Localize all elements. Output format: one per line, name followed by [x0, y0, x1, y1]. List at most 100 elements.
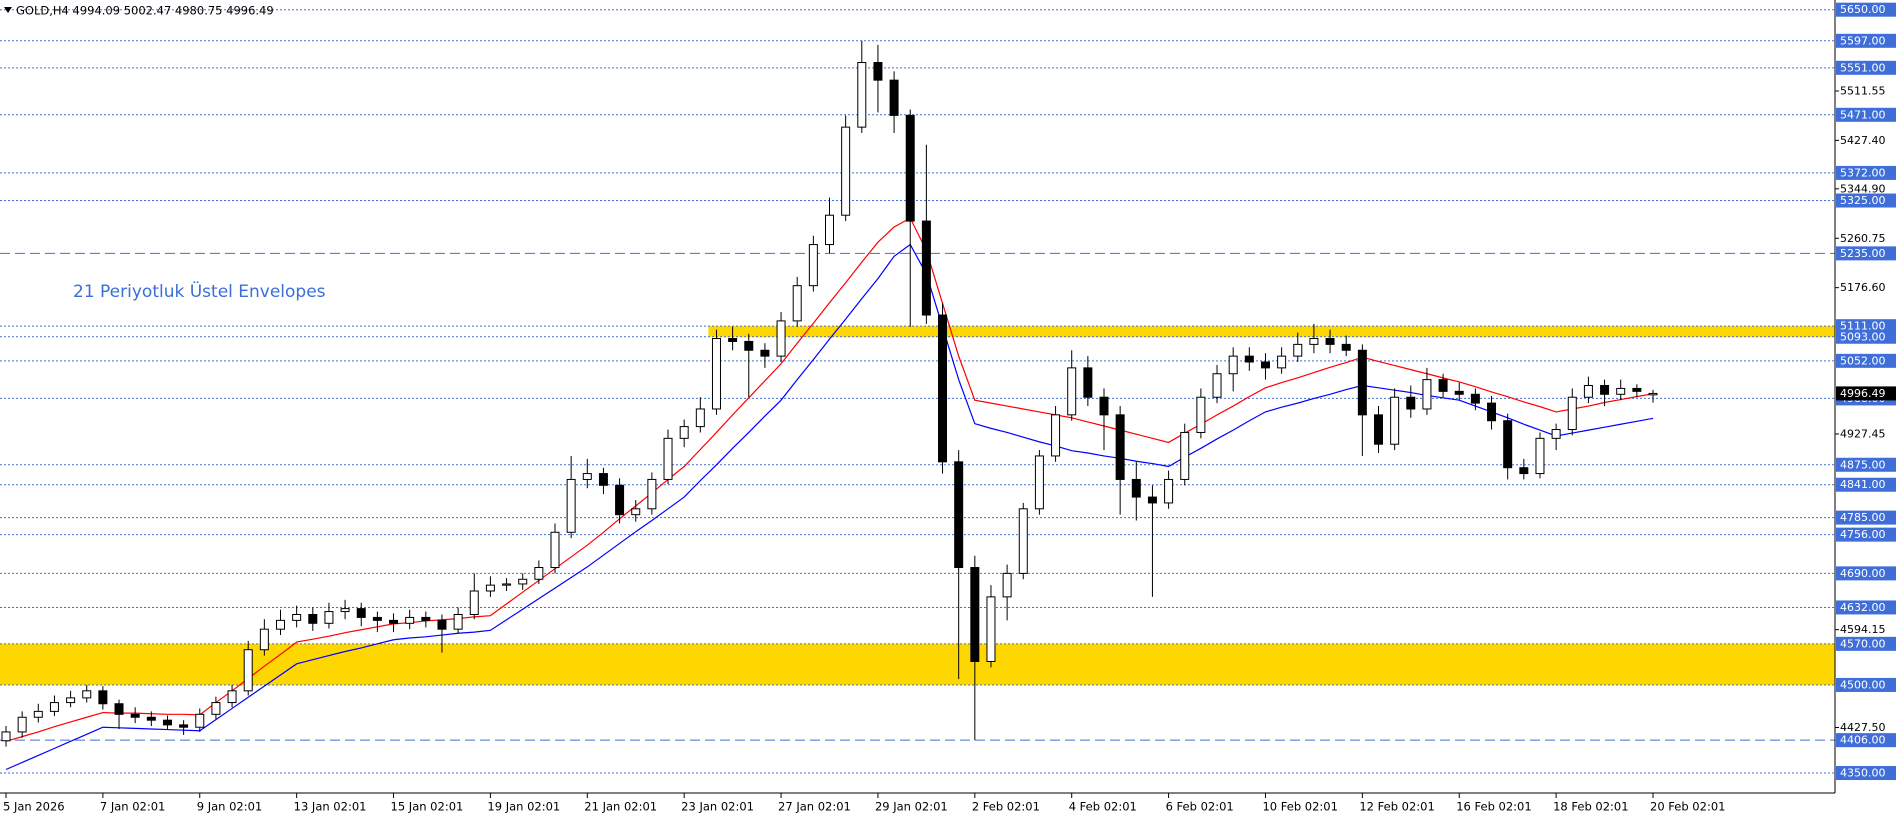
candle-body	[1341, 343, 1351, 351]
candle-body	[1535, 437, 1545, 475]
candle-body	[631, 508, 641, 516]
annotation: 21 Periyotluk Üstel Envelopes	[73, 280, 326, 302]
candle-body	[711, 338, 721, 410]
candle-body	[986, 596, 996, 662]
x-tick-label: 2 Feb 02:01	[972, 800, 1040, 814]
candle-body	[550, 531, 560, 569]
candle-body	[857, 62, 867, 128]
candle-body	[566, 478, 576, 533]
candle-body	[1260, 361, 1270, 369]
candle-body	[744, 340, 754, 351]
level-label: 4500.00	[1840, 678, 1886, 691]
candle-body	[776, 320, 786, 357]
x-tick-label: 7 Jan 02:01	[100, 800, 166, 814]
candle-body	[1503, 420, 1513, 469]
candle-body	[1196, 396, 1206, 433]
candle-body	[1212, 373, 1222, 398]
level-label-box	[1836, 566, 1896, 581]
candle-body	[582, 473, 592, 480]
candle-body	[728, 338, 738, 342]
level-label: 5111.00	[1840, 320, 1886, 333]
candle-body	[1390, 396, 1400, 445]
candle-body	[1115, 414, 1125, 480]
candle-body	[792, 285, 802, 322]
x-tick-label: 15 Jan 02:01	[391, 800, 464, 814]
level-label-box	[1836, 2, 1896, 17]
candle-body	[405, 616, 415, 624]
y-tick-label: 4927.45	[1840, 427, 1886, 440]
level-label: 4875.00	[1840, 458, 1886, 471]
x-tick-label: 4 Feb 02:01	[1069, 800, 1137, 814]
candles	[1, 40, 1658, 747]
candle-body	[1551, 429, 1561, 439]
candle-body	[1277, 355, 1287, 369]
candle-body	[98, 690, 108, 705]
candle-body	[292, 613, 302, 621]
candle-body	[1374, 414, 1383, 445]
zone	[0, 643, 1835, 685]
candle-body	[502, 583, 512, 586]
level-label-box	[1836, 60, 1896, 75]
zone	[708, 326, 1836, 337]
candle-body	[1034, 455, 1044, 510]
level-label-box	[1836, 677, 1896, 692]
candle-body	[1406, 396, 1416, 410]
candle-body	[1600, 384, 1610, 395]
candle-body	[1438, 379, 1448, 392]
candle-body	[130, 713, 140, 718]
candle-body	[808, 244, 818, 287]
candle-body	[1583, 384, 1593, 398]
candle-body	[389, 619, 399, 624]
candle-body	[841, 126, 851, 216]
x-tick-label: 18 Feb 02:01	[1553, 800, 1628, 814]
candle-body	[760, 349, 770, 357]
level-label: 4350.00	[1840, 767, 1886, 780]
candle-body	[1, 731, 11, 742]
candle-body	[372, 616, 382, 621]
candle-body	[179, 724, 189, 728]
zones	[0, 326, 1836, 685]
candle-body	[1309, 338, 1319, 345]
candle-body	[679, 426, 689, 439]
candle-body	[17, 716, 27, 733]
candle-body	[485, 584, 495, 592]
level-label: 5650.00	[1840, 3, 1886, 16]
candle-body	[421, 616, 431, 621]
level-label: 5325.00	[1840, 194, 1886, 207]
candle-body	[308, 613, 318, 624]
candle-body	[1519, 467, 1529, 475]
candle-body	[534, 567, 544, 580]
candle-body	[146, 716, 156, 721]
candle-body	[276, 619, 285, 630]
candle-body	[1228, 355, 1238, 375]
candle-body	[1067, 367, 1077, 416]
x-tick-label: 19 Jan 02:01	[487, 800, 560, 814]
level-label: 4406.00	[1840, 734, 1886, 747]
candle-body	[324, 611, 334, 624]
candle-body	[1018, 508, 1028, 574]
candle-body	[1632, 387, 1642, 392]
level-label-box	[1836, 193, 1896, 208]
candle-body	[1470, 393, 1480, 404]
candle-body	[356, 608, 366, 618]
y-tick-label: 4594.15	[1840, 623, 1886, 636]
candle-body	[227, 690, 237, 704]
candle-body	[1616, 387, 1626, 395]
level-label-box	[1836, 329, 1896, 344]
x-tick-label: 10 Feb 02:01	[1262, 800, 1337, 814]
level-label: 5597.00	[1840, 34, 1886, 47]
candle-body	[663, 437, 673, 480]
candle-body	[1422, 379, 1432, 410]
candle-body	[889, 79, 899, 116]
x-tick-label: 16 Feb 02:01	[1456, 800, 1531, 814]
candle-body	[954, 461, 964, 569]
candle-body	[1244, 355, 1254, 363]
x-tick-label: 6 Feb 02:01	[1166, 800, 1234, 814]
level-label: 5471.00	[1840, 108, 1886, 121]
envelope-upper	[5, 217, 1654, 742]
candle-body	[66, 697, 76, 704]
level-label: 4785.00	[1840, 511, 1886, 524]
